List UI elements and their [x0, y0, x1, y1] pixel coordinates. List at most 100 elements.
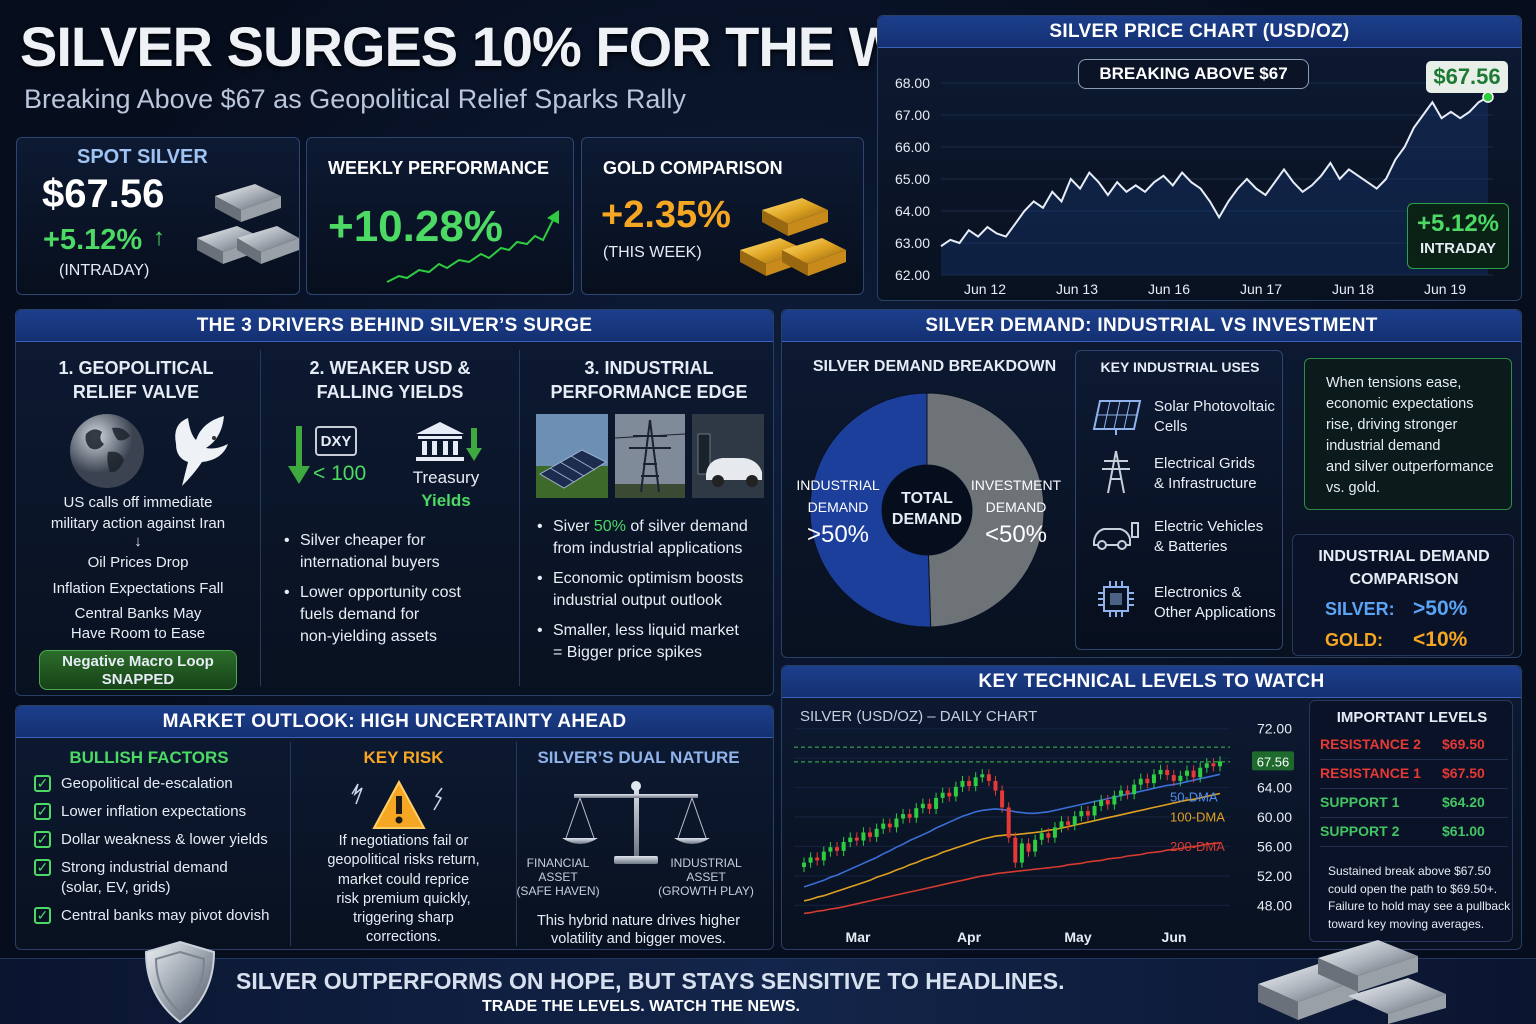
- candle-body: [1178, 775, 1183, 781]
- bullet-text: fuels demand for: [300, 606, 420, 623]
- note-line: and silver outperformance: [1326, 459, 1494, 475]
- x-tick-label: Jun 18: [1332, 281, 1374, 297]
- use-line2: Cells: [1154, 418, 1188, 435]
- bullish-title: BULLISH FACTORS: [69, 748, 229, 767]
- note-line: economic expectations: [1326, 396, 1474, 412]
- demand-donut-chart: [809, 392, 1045, 628]
- bullish-text: Dollar weakness & lower yields: [61, 831, 268, 848]
- candle-body: [1006, 807, 1011, 838]
- driver1-heading: 1. GEOPOLITICAL RELIEF VALVE: [16, 356, 256, 404]
- up-arrow-icon: ↑: [153, 224, 165, 251]
- balance-scale-icon: [562, 781, 710, 864]
- silver-comparison-label: SILVER:: [1325, 599, 1395, 619]
- candle-body: [1092, 805, 1097, 816]
- driver2-title-line1: 2. WEAKER USD &: [309, 358, 471, 378]
- level-name: SUPPORT 1: [1320, 794, 1400, 810]
- bullish-text: Strong industrial demand: [61, 859, 228, 876]
- down-arrow-icon: ↓: [134, 533, 142, 550]
- financial-line3: (SAFE HAVEN): [516, 884, 600, 898]
- bullet-list-item: • Silver cheaper for international buyers: [284, 532, 440, 571]
- electric-car-icon: [1093, 522, 1139, 550]
- candle-body: [1171, 775, 1176, 781]
- investment-line1: INVESTMENT: [970, 477, 1062, 493]
- bullish-item: ✓ Lower inflation expectations: [32, 802, 290, 830]
- candle-body: [894, 818, 899, 828]
- candle-body: [953, 786, 958, 797]
- dual-nature-note: This hybrid nature drives higher volatil…: [516, 912, 761, 948]
- candle-body: [914, 808, 919, 818]
- level-value: $69.50: [1442, 736, 1485, 752]
- footer-subline: TRADE THE LEVELS. WATCH THE NEWS.: [482, 998, 800, 1015]
- footer-headline: SILVER OUTPERFORMS ON HOPE, BUT STAYS SE…: [236, 968, 1065, 994]
- candle-body: [835, 847, 840, 851]
- y-tick-label: 48.00: [1257, 897, 1292, 913]
- investment-line2: DEMAND: [985, 499, 1047, 515]
- price-area: [941, 97, 1488, 275]
- candle-body: [940, 792, 945, 798]
- shield-icon: [144, 940, 216, 1024]
- price-line: [940, 96, 1489, 248]
- industrial-asset-line2: ASSET: [686, 870, 726, 884]
- warning-triangle-icon: [351, 779, 443, 829]
- risk-line: If negotiations fail or: [338, 833, 469, 849]
- candle-body: [887, 823, 892, 828]
- spot-note: (INTRADAY): [59, 262, 150, 279]
- bullish-item: ✓ Strong industrial demand (solar, EV, gri…: [32, 858, 290, 906]
- industrial-comparison-box: INDUSTRIAL DEMAND COMPARISON SILVER: >50…: [1292, 534, 1514, 656]
- highlight-percent: 50%: [593, 518, 626, 535]
- candle-body: [1046, 833, 1051, 838]
- bullish-text: Central banks may pivot dovish: [61, 907, 270, 924]
- candle-body: [1138, 778, 1143, 785]
- silver-price-chart-panel: SILVER PRICE CHART (USD/OZ) 68.00 67.00 66…: [877, 15, 1522, 301]
- bullish-text: (solar, EV, grids): [61, 879, 171, 896]
- x-tick-label: Mar: [846, 929, 871, 945]
- dove-icon: [175, 416, 228, 486]
- yield-down-arrow-icon: [466, 428, 482, 461]
- bullet-text: Economic optimism boosts: [553, 570, 744, 587]
- daily-chart-title: SILVER (USD/OZ) – DAILY CHART: [800, 708, 1038, 725]
- driver2-heading: 2. WEAKER USD & FALLING YIELDS: [261, 356, 519, 404]
- uptrend-sparkline-icon: [386, 210, 559, 283]
- industrial-line1: INDUSTRIAL: [796, 477, 880, 493]
- level-row: RESISTANCE 2 $69.50: [1320, 731, 1508, 760]
- note-line: vs. gold.: [1326, 480, 1380, 496]
- treasury-label: Treasury Yields: [396, 466, 496, 512]
- key-risk-title: KEY RISK: [363, 748, 444, 767]
- bullet-text: = Bigger price spikes: [553, 644, 702, 661]
- driver3-bullets: • Siver 50% of silver demand from industri…: [537, 516, 775, 664]
- candle-body: [1118, 790, 1123, 796]
- candle-body: [1019, 843, 1024, 863]
- candle-body: [828, 847, 833, 852]
- x-tick-label: Jun 13: [1056, 281, 1098, 297]
- financial-asset-label: FINANCIAL ASSET (SAFE HAVEN): [516, 856, 600, 898]
- divider: [290, 742, 291, 946]
- levels-note: Sustained break above $67.50 could open …: [1328, 863, 1512, 933]
- bullish-text: Geopolitical de-escalation: [61, 775, 233, 792]
- last-price-label: $67.56: [1426, 61, 1508, 93]
- drivers-title: THE 3 DRIVERS BEHIND SILVER’S SURGE: [16, 310, 773, 342]
- candle-body: [1151, 774, 1156, 784]
- use-line2: & Infrastructure: [1154, 475, 1257, 492]
- bullish-list: ✓ Geopolitical de-escalation ✓ Lower infla…: [32, 774, 290, 934]
- levels-note-line: could open the path to $69.50+.: [1328, 881, 1498, 896]
- candle-body: [1132, 784, 1137, 795]
- treasury-building-icon: [416, 422, 464, 461]
- technical-title: KEY TECHNICAL LEVELS TO WATCH: [782, 666, 1521, 698]
- candle-body: [1112, 795, 1117, 805]
- spot-price: $67.56: [42, 172, 165, 216]
- y-tick-label: 52.00: [1257, 868, 1292, 884]
- levels-box: IMPORTANT LEVELS RESISTANCE 2 $69.50 RES…: [1309, 700, 1513, 942]
- spot-label: SPOT SILVER: [77, 146, 208, 168]
- y-tick-label: 65.00: [895, 171, 930, 187]
- driver1-line3: Oil Prices Drop: [87, 554, 189, 571]
- comparison-title-line1: INDUSTRIAL DEMAND: [1318, 548, 1490, 565]
- candle-body: [1033, 839, 1038, 852]
- x-tick-label: Jun 19: [1424, 281, 1466, 297]
- candle-body: [1039, 833, 1044, 840]
- use-line1: Electric Vehicles: [1154, 518, 1264, 535]
- price-chart-title: SILVER PRICE CHART (USD/OZ): [878, 16, 1521, 48]
- driver3-heading: 3. INDUSTRIAL PERFORMANCE EDGE: [520, 356, 778, 404]
- candle-body: [1052, 827, 1057, 838]
- candle-body: [960, 780, 965, 787]
- candle-body: [802, 862, 806, 868]
